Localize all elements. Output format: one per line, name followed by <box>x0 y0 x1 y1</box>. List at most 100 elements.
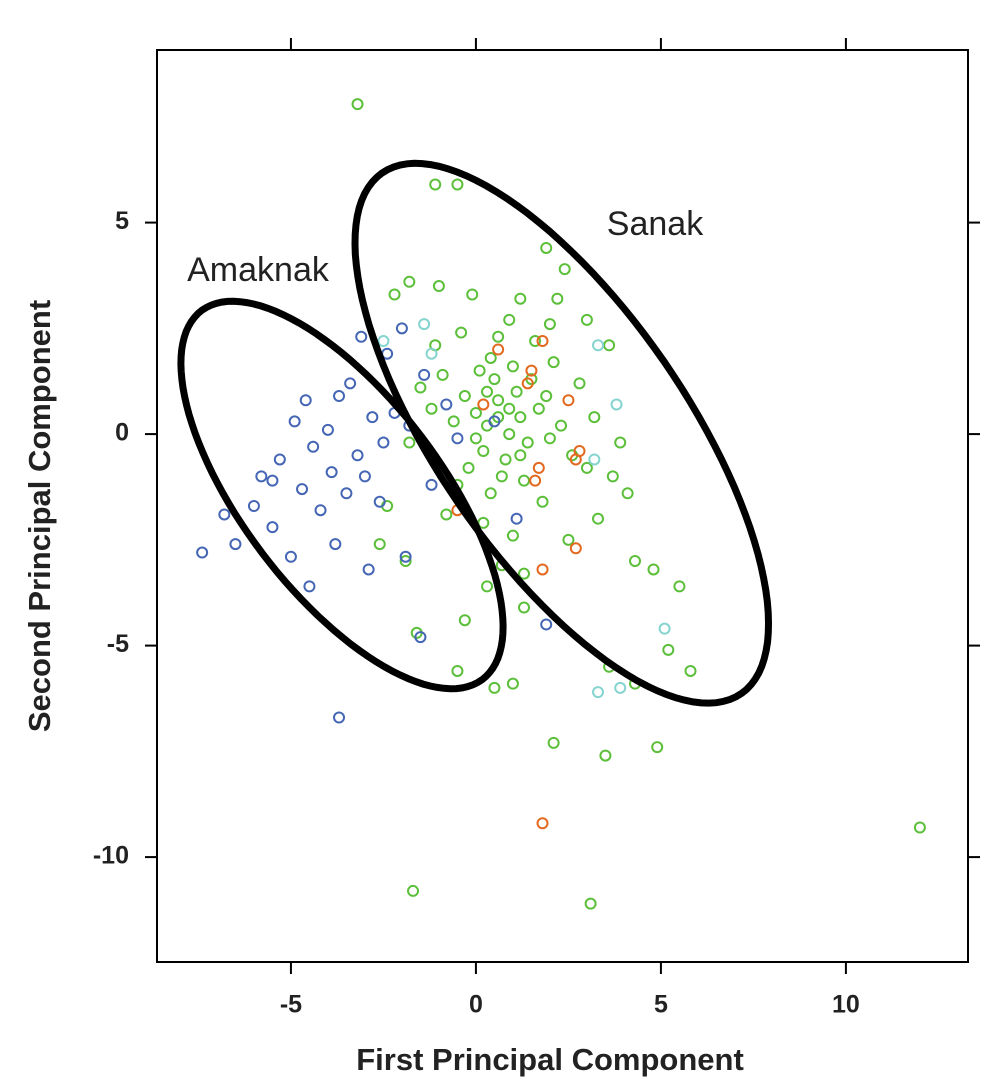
y-axis-title: Second Principal Component <box>22 300 57 732</box>
point <box>503 428 516 441</box>
point <box>307 440 320 453</box>
point <box>299 394 312 407</box>
point <box>484 487 497 500</box>
x-tick-label: 5 <box>654 991 668 1019</box>
point <box>440 398 453 411</box>
point <box>514 292 527 305</box>
point <box>351 449 364 462</box>
point <box>218 508 231 521</box>
point <box>418 368 431 381</box>
point <box>555 419 568 432</box>
point <box>518 567 531 580</box>
point <box>506 677 519 690</box>
point <box>333 390 346 403</box>
point <box>580 313 593 326</box>
point <box>333 711 346 724</box>
point <box>477 445 490 458</box>
point <box>658 622 671 635</box>
point <box>488 415 501 428</box>
y-tick-label: 5 <box>115 207 129 235</box>
point <box>614 681 627 694</box>
point <box>362 563 375 576</box>
point <box>580 461 593 474</box>
point <box>351 98 364 111</box>
point <box>284 550 297 563</box>
point <box>492 343 505 356</box>
point <box>647 563 660 576</box>
point <box>447 415 460 428</box>
point <box>510 385 523 398</box>
point <box>540 618 553 631</box>
point <box>562 394 575 407</box>
point <box>532 461 545 474</box>
point <box>196 546 209 559</box>
point <box>425 478 438 491</box>
point <box>481 580 494 593</box>
point <box>529 335 542 348</box>
point <box>462 461 475 474</box>
point <box>314 504 327 517</box>
point <box>325 466 338 479</box>
point <box>429 178 442 191</box>
point <box>399 554 412 567</box>
point <box>321 423 334 436</box>
point <box>536 335 549 348</box>
point <box>488 373 501 386</box>
point <box>606 470 619 483</box>
x-tick-label: -5 <box>280 991 302 1019</box>
point <box>518 601 531 614</box>
point <box>543 318 556 331</box>
point <box>503 313 516 326</box>
point <box>436 368 449 381</box>
point <box>495 470 508 483</box>
y-tick-label: -5 <box>107 630 129 658</box>
point <box>536 563 549 576</box>
point <box>610 398 623 411</box>
point <box>599 749 612 762</box>
point <box>684 664 697 677</box>
point <box>488 681 501 694</box>
point <box>414 381 427 394</box>
x-tick-label: 10 <box>832 991 860 1019</box>
point <box>536 495 549 508</box>
point <box>469 432 482 445</box>
point <box>503 402 516 415</box>
point <box>521 377 534 390</box>
point <box>255 470 268 483</box>
point <box>543 432 556 445</box>
point <box>373 495 386 508</box>
point <box>562 533 575 546</box>
point <box>403 436 416 449</box>
plot-frame <box>156 49 969 963</box>
point <box>451 432 464 445</box>
point <box>532 402 545 415</box>
point <box>629 554 642 567</box>
point <box>407 884 420 897</box>
point <box>913 821 926 834</box>
point <box>329 538 342 551</box>
point <box>492 394 505 407</box>
point <box>229 538 242 551</box>
point <box>469 406 482 419</box>
point <box>506 529 519 542</box>
point <box>592 339 605 352</box>
point <box>514 411 527 424</box>
point <box>432 280 445 293</box>
point <box>399 550 412 563</box>
point <box>473 364 486 377</box>
point <box>451 664 464 677</box>
point <box>551 292 564 305</box>
point <box>296 483 309 496</box>
point <box>440 508 453 521</box>
point <box>558 263 571 276</box>
y-tick-label: 0 <box>115 419 129 447</box>
point <box>481 385 494 398</box>
point <box>540 390 553 403</box>
point <box>514 449 527 462</box>
point <box>573 377 586 390</box>
point <box>477 398 490 411</box>
point <box>499 453 512 466</box>
ellipse-label: Sanak <box>607 205 704 243</box>
point <box>414 631 427 644</box>
